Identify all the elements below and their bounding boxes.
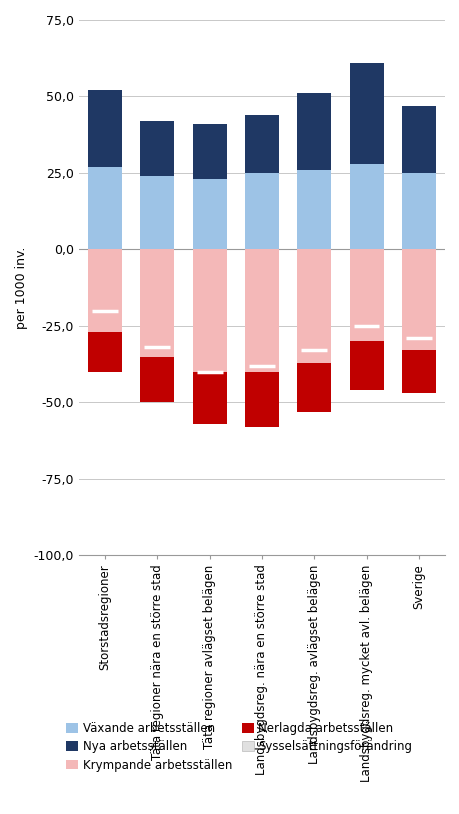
Bar — [192, 249, 226, 372]
Legend: Växande arbetsställen, Nya arbetsställen, Krympande arbetsställen, Nerlagda arbe: Växande arbetsställen, Nya arbetsställen… — [66, 722, 411, 772]
Bar — [401, 249, 435, 351]
Bar — [401, 106, 435, 173]
Bar — [140, 357, 174, 402]
Bar — [244, 249, 278, 372]
Bar — [88, 167, 122, 249]
Bar — [192, 372, 226, 424]
Bar — [88, 249, 122, 332]
Bar — [401, 351, 435, 393]
Bar — [140, 176, 174, 249]
Bar — [192, 124, 226, 179]
Bar — [349, 249, 383, 341]
Bar — [140, 249, 174, 357]
Bar — [244, 173, 278, 249]
Bar — [244, 115, 278, 173]
Bar — [244, 372, 278, 427]
Y-axis label: per 1000 inv.: per 1000 inv. — [15, 247, 28, 329]
Bar — [349, 63, 383, 164]
Bar — [401, 173, 435, 249]
Bar — [140, 121, 174, 176]
Bar — [192, 179, 226, 249]
Bar — [297, 249, 330, 363]
Bar — [349, 341, 383, 390]
Bar — [88, 332, 122, 372]
Bar — [297, 170, 330, 249]
Bar — [297, 363, 330, 412]
Bar — [88, 90, 122, 167]
Bar — [297, 94, 330, 170]
Bar — [349, 164, 383, 249]
